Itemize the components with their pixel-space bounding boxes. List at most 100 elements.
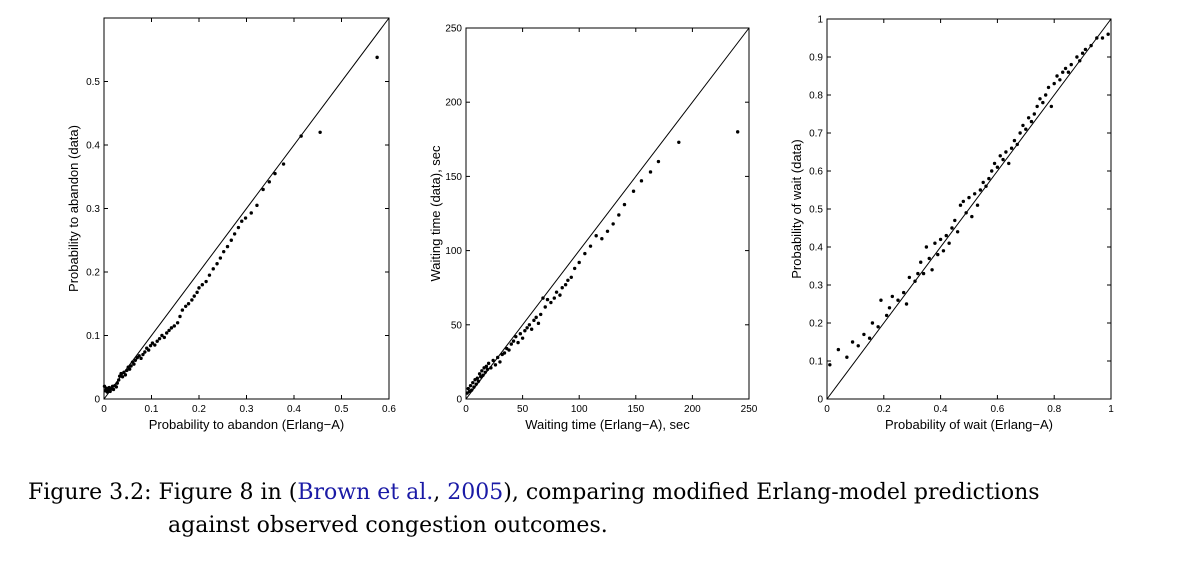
data-point: [148, 343, 153, 348]
data-point: [1075, 55, 1079, 59]
data-point: [1004, 150, 1008, 154]
x-tick-label: 0.5: [335, 404, 349, 415]
data-point: [143, 350, 147, 354]
identity-reference-line: [465, 27, 750, 400]
x-tick-label: 50: [517, 404, 529, 415]
data-point: [525, 326, 529, 330]
data-point: [554, 290, 559, 294]
data-point: [483, 370, 487, 374]
citation-year-link[interactable]: 2005: [447, 480, 504, 505]
data-point: [1012, 138, 1017, 143]
data-point: [175, 321, 180, 325]
data-point: [545, 297, 550, 302]
data-point: [486, 361, 491, 366]
data-point: [611, 222, 615, 226]
data-point: [466, 386, 470, 391]
y-tick-label: 0.2: [86, 268, 100, 279]
data-point: [475, 376, 480, 380]
data-point: [215, 262, 219, 266]
data-point: [879, 298, 883, 302]
data-point: [552, 296, 556, 300]
data-point: [896, 298, 900, 302]
data-point: [498, 360, 502, 364]
data-point: [119, 371, 123, 376]
data-point: [828, 363, 832, 367]
data-point: [1089, 43, 1093, 48]
y-tick-label: 0.3: [86, 204, 100, 215]
data-point: [1046, 85, 1051, 90]
data-point: [1066, 70, 1071, 74]
figure-panels: 0 0.1 0.2 0.3 0.4 0.5 0.6 0 0.1 0.2 0.3 0.4 0.5 Proba…: [66, 15, 1114, 433]
data-point: [975, 203, 980, 207]
data-point: [639, 179, 644, 183]
data-point: [955, 230, 960, 234]
data-point: [549, 300, 553, 305]
data-point: [133, 358, 138, 362]
data-point: [502, 351, 507, 355]
data-point: [471, 380, 475, 385]
data-point: [165, 331, 169, 335]
caption-cite-separator: ,: [433, 480, 448, 505]
data-point: [1018, 131, 1022, 135]
caption-label: Figure 3.2:: [28, 480, 152, 505]
x-axis-label: Probability of wait (Erlang−A): [885, 417, 1053, 432]
data-point: [117, 378, 121, 382]
data-point: [958, 203, 963, 207]
data-point: [850, 340, 855, 344]
data-point: [990, 169, 994, 173]
citation-author-link[interactable]: Brown et al.: [297, 480, 434, 505]
data-point: [933, 241, 937, 245]
data-point: [186, 302, 191, 306]
data-point: [261, 187, 265, 192]
data-point: [735, 130, 740, 134]
data-point: [600, 237, 604, 241]
data-point: [516, 340, 520, 345]
data-point: [137, 354, 141, 358]
data-point: [1052, 81, 1056, 86]
y-tick-label: 100: [445, 246, 462, 257]
data-point: [944, 233, 948, 238]
data-point: [523, 329, 527, 333]
data-point: [856, 344, 860, 348]
data-point: [120, 375, 125, 379]
data-point: [867, 336, 872, 340]
y-tick-label: 0.1: [86, 331, 100, 342]
x-tick-label: 0.2: [192, 404, 206, 415]
x-tick-label: 150: [627, 404, 644, 415]
caption-text-before: Figure 8 in (: [151, 480, 298, 505]
data-point: [987, 176, 991, 181]
data-point: [1095, 36, 1099, 40]
data-point: [1106, 32, 1110, 36]
panel-wait-probability: 0 0.2 0.4 0.6 0.8 1 0 0.1 0.2 0.3 0.4 0.5 0.6 0.7 0.8 0…: [789, 15, 1114, 433]
data-point: [539, 312, 543, 317]
y-tick-label: 0.4: [86, 141, 100, 152]
data-point: [375, 55, 379, 60]
data-point: [1038, 97, 1042, 101]
data-point: [904, 302, 909, 306]
data-point: [560, 286, 564, 290]
data-point: [225, 244, 230, 249]
data-point: [563, 283, 568, 287]
y-tick-label: 0.1: [809, 357, 823, 368]
y-tick-label: 0: [456, 395, 462, 406]
data-point: [1080, 51, 1085, 55]
data-point: [141, 352, 145, 357]
y-tick-label: 50: [451, 320, 463, 331]
data-point: [493, 363, 498, 367]
data-point: [1069, 62, 1073, 67]
data-point: [876, 325, 880, 329]
data-point: [1007, 161, 1011, 166]
data-point: [491, 358, 495, 363]
y-tick-label: 0.3: [809, 281, 823, 292]
data-point: [648, 170, 653, 174]
data-point: [992, 161, 997, 166]
data-point: [941, 249, 946, 253]
data-point: [543, 305, 547, 309]
data-point: [1041, 100, 1045, 105]
data-point: [981, 180, 985, 185]
data-point: [1043, 93, 1048, 97]
data-point: [281, 162, 286, 166]
data-point: [921, 271, 926, 276]
identity-reference-line: [826, 18, 1112, 400]
data-point: [162, 335, 167, 340]
